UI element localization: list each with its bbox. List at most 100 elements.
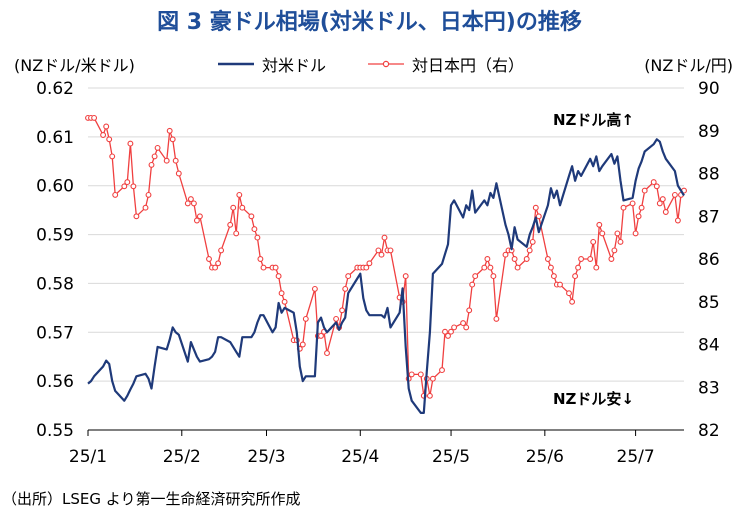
series-jpy-point xyxy=(596,221,603,228)
series-jpy-point xyxy=(272,264,279,271)
series-jpy-point xyxy=(260,264,267,271)
series-jpy-point xyxy=(590,238,597,245)
series-jpy-point xyxy=(318,332,324,339)
series-jpy-point xyxy=(608,256,615,262)
series-jpy-point xyxy=(572,273,579,280)
series-jpy-point xyxy=(151,153,158,160)
series-jpy-point xyxy=(532,204,539,211)
legend-usd-label: 対米ドル xyxy=(262,56,326,75)
series-jpy-point xyxy=(662,209,669,215)
right-tick-label: 90 xyxy=(698,79,720,99)
series-jpy xyxy=(85,114,687,399)
series-jpy-point xyxy=(190,200,197,207)
series-jpy-point xyxy=(442,328,448,335)
series-jpy-point xyxy=(112,191,119,198)
series-jpy-point xyxy=(342,285,349,292)
series-jpy-point xyxy=(281,298,288,305)
gridlines xyxy=(88,87,684,431)
series-jpy-point xyxy=(417,371,424,378)
series-jpy-point xyxy=(175,170,182,177)
series-jpy-point xyxy=(593,264,600,271)
series-jpy-point xyxy=(106,136,113,143)
series-jpy-point xyxy=(257,256,264,262)
series-jpy-point xyxy=(169,136,176,143)
series-jpy-point xyxy=(611,247,618,254)
series-jpy-point xyxy=(493,315,500,322)
series-jpy-point xyxy=(121,183,128,190)
left-tick-label: 0.57 xyxy=(36,323,74,343)
series-jpy-point xyxy=(299,341,306,348)
series-jpy-point xyxy=(381,234,388,241)
series-jpy-point xyxy=(529,238,536,245)
series-jpy-point xyxy=(511,256,518,262)
series-jpy-point xyxy=(484,256,491,262)
series-jpy-point xyxy=(196,213,203,220)
series-jpy-point xyxy=(275,273,282,280)
series-jpy-point xyxy=(218,247,225,254)
x-axis-ticks: 25/1 25/2 25/3 25/4 25/5 25/6 25/7 xyxy=(69,430,655,467)
series-jpy-point xyxy=(650,179,657,186)
series-jpy-point xyxy=(472,273,479,280)
series-jpy-point xyxy=(302,315,309,322)
series-usd-line xyxy=(87,138,685,414)
series-jpy-point xyxy=(345,273,352,280)
right-tick-label: 89 xyxy=(698,122,720,142)
series-jpy-point xyxy=(103,123,110,130)
series-jpy-point xyxy=(632,230,639,237)
series-jpy-point xyxy=(387,247,394,254)
series-jpy-point xyxy=(124,179,131,186)
series-jpy-point xyxy=(193,217,200,224)
chart-title: 図 3 豪ドル相場(対米ドル、日本円)の推移 xyxy=(157,10,582,35)
right-tick-label: 86 xyxy=(698,250,720,270)
series-jpy-point xyxy=(629,200,636,207)
series-jpy-point xyxy=(544,256,551,262)
series-jpy-point xyxy=(248,213,255,220)
left-axis-label: (NZドル/米ドル) xyxy=(14,56,135,75)
series-jpy-point xyxy=(375,247,382,254)
series-jpy-point xyxy=(339,307,346,314)
series-jpy-point xyxy=(569,298,576,305)
left-tick-label: 0.60 xyxy=(36,177,74,197)
series-jpy-point xyxy=(659,196,666,203)
series-jpy-point xyxy=(233,230,240,237)
series-jpy-point xyxy=(641,187,648,194)
series-jpy-point xyxy=(251,226,258,233)
right-tick-label: 87 xyxy=(698,207,720,227)
legend: 対米ドル 対日本円（右） xyxy=(218,56,524,75)
series-jpy-point xyxy=(566,290,572,297)
series-jpy-point xyxy=(133,213,140,220)
right-tick-label: 82 xyxy=(698,421,720,441)
series-jpy-point xyxy=(366,260,373,267)
x-tick-label: 25/5 xyxy=(432,447,470,467)
series-jpy-point xyxy=(230,204,237,211)
series-jpy-point xyxy=(469,281,476,288)
series-jpy-point xyxy=(614,230,621,237)
annotation-high: NZドル高↑ xyxy=(553,111,634,129)
left-tick-label: 0.62 xyxy=(36,79,74,99)
series-jpy-point xyxy=(378,251,385,258)
series-jpy-point xyxy=(239,204,246,211)
x-tick-label: 25/6 xyxy=(526,447,564,467)
right-tick-label: 85 xyxy=(698,293,720,313)
left-axis-ticks: 0.55 0.56 0.57 0.58 0.59 0.60 0.61 0.62 xyxy=(36,79,74,441)
series-jpy-point xyxy=(429,375,436,382)
series-jpy-point xyxy=(550,273,557,280)
series-jpy-point xyxy=(278,290,285,297)
series-jpy-point xyxy=(514,264,521,271)
series-jpy-point xyxy=(324,350,330,357)
series-jpy-point xyxy=(502,251,509,258)
series-jpy-point xyxy=(523,256,530,262)
legend-jpy-label: 対日本円（右） xyxy=(412,56,524,75)
series-jpy-point xyxy=(463,324,470,331)
series-jpy-point xyxy=(635,213,642,220)
series-jpy-point xyxy=(656,200,663,207)
series-jpy-point xyxy=(130,183,137,190)
x-tick-label: 25/7 xyxy=(617,447,655,467)
x-tick-label: 25/3 xyxy=(247,447,285,467)
series-jpy-point xyxy=(145,191,152,198)
series-jpy-point xyxy=(172,157,179,164)
series-jpy-point xyxy=(166,127,173,134)
series-jpy-point xyxy=(402,273,409,280)
series-jpy-point xyxy=(653,183,660,190)
left-tick-label: 0.58 xyxy=(36,274,74,294)
